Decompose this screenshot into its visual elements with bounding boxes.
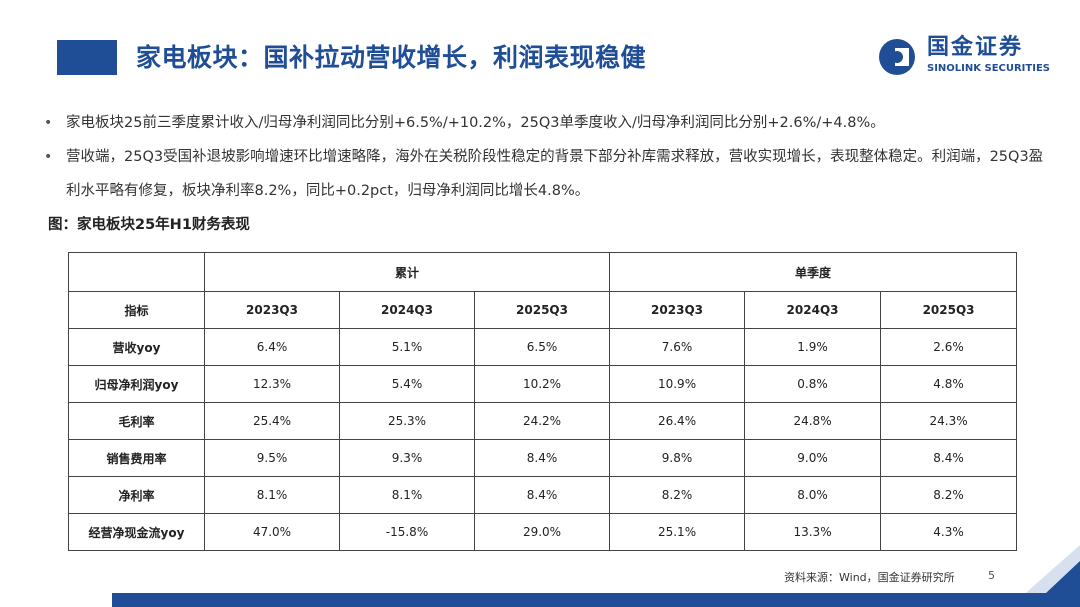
table-cell: -15.8% [339,513,475,551]
period-header: 2023Q3 [204,291,340,329]
bullet-dot-icon: • [44,149,53,165]
financial-table: 累计 单季度 指标 2023Q3 2024Q3 2025Q3 2023Q3 20… [68,252,1018,551]
table-cell: 8.4% [473,439,611,477]
logo-text-en: SINOLINK SECURITIES [927,63,1050,74]
footer-blue-band [112,561,1080,607]
table-cell: 47.0% [204,513,340,551]
page-number: 5 [988,569,995,582]
table-cell: 12.3% [204,365,340,403]
page-title: 家电板块：国补拉动营收增长，利润表现稳健 [136,43,647,72]
title-accent-bar [57,40,117,75]
table-cell: 9.3% [339,439,475,477]
row-label: 销售费用率 [68,439,205,477]
table-cell: 25.1% [609,513,746,551]
table-row: 毛利率 25.4% 25.3% 24.2% 26.4% 24.8% 24.3% [68,402,1018,440]
table-cell: 8.2% [880,476,1018,514]
table-cell: 7.6% [609,328,746,366]
table-cell: 0.8% [744,365,882,403]
table-row: 归母净利润yoy 12.3% 5.4% 10.2% 10.9% 0.8% 4.8… [68,365,1018,403]
period-header: 2025Q3 [880,291,1018,329]
table-cell: 25.3% [339,402,475,440]
logo-text-cn: 国金证券 [927,35,1024,60]
table-cell: 8.1% [339,476,475,514]
source-note: 资料来源：Wind，国金证券研究所 [784,571,955,584]
table-cell: 9.5% [204,439,340,477]
period-header: 2023Q3 [609,291,746,329]
table-corner-cell [68,252,205,292]
bullet-dot-icon: • [44,115,53,131]
table-cell: 24.3% [880,402,1018,440]
table-cell: 9.0% [744,439,882,477]
table-header-row: 指标 2023Q3 2024Q3 2025Q3 2023Q3 2024Q3 20… [68,291,1018,329]
table-cell: 6.5% [473,328,611,366]
bullet-text: 家电板块25前三季度累计收入/归母净利润同比分别+6.5%/+10.2%，25Q… [66,115,885,131]
table-row: 营收yoy 6.4% 5.1% 6.5% 7.6% 1.9% 2.6% [68,328,1018,366]
group-header-quarterly: 单季度 [609,252,1018,292]
period-header: 2024Q3 [744,291,882,329]
table-cell: 8.1% [204,476,340,514]
row-label: 归母净利润yoy [68,365,205,403]
table-cell: 5.1% [339,328,475,366]
table-group-header-row: 累计 单季度 [68,252,1018,292]
table-cell: 1.9% [744,328,882,366]
row-label: 经营净现金流yoy [68,513,205,551]
table-cell: 10.9% [609,365,746,403]
table-cell: 8.0% [744,476,882,514]
table-row: 净利率 8.1% 8.1% 8.4% 8.2% 8.0% 8.2% [68,476,1018,514]
table-cell: 24.2% [473,402,611,440]
table-cell: 13.3% [744,513,882,551]
table-cell: 25.4% [204,402,340,440]
table-cell: 5.4% [339,365,475,403]
table-cell: 26.4% [609,402,746,440]
table-cell: 4.3% [880,513,1018,551]
row-label: 毛利率 [68,402,205,440]
table-cell: 10.2% [473,365,611,403]
table-row: 销售费用率 9.5% 9.3% 8.4% 9.8% 9.0% 8.4% [68,439,1018,477]
sinolink-logo-icon [879,39,915,75]
period-header: 2025Q3 [473,291,611,329]
figure-title: 图：家电板块25年H1财务表现 [48,217,250,233]
table-cell: 8.4% [880,439,1018,477]
company-logo: 国金证券 SINOLINK SECURITIES [877,35,1067,79]
summary-bullets: • 家电板块25前三季度累计收入/归母净利润同比分别+6.5%/+10.2%，2… [40,106,1050,208]
bullet-item: • 营收端，25Q3受国补退坡影响增速环比增速略降，海外在关税阶段性稳定的背景下… [40,140,1050,208]
table-cell: 8.2% [609,476,746,514]
footer-decoration [112,545,1080,607]
period-header: 2024Q3 [339,291,475,329]
bullet-item: • 家电板块25前三季度累计收入/归母净利润同比分别+6.5%/+10.2%，2… [40,106,1050,140]
table-cell: 2.6% [880,328,1018,366]
row-label: 净利率 [68,476,205,514]
group-header-cumulative: 累计 [203,252,611,292]
metric-header: 指标 [68,291,205,329]
table-row: 经营净现金流yoy 47.0% -15.8% 29.0% 25.1% 13.3%… [68,513,1018,551]
row-label: 营收yoy [68,328,205,366]
table-cell: 9.8% [609,439,746,477]
table-cell: 6.4% [204,328,340,366]
table-cell: 8.4% [473,476,611,514]
table-cell: 4.8% [880,365,1018,403]
bullet-text: 营收端，25Q3受国补退坡影响增速环比增速略降，海外在关税阶段性稳定的背景下部分… [66,149,1044,199]
table-cell: 29.0% [473,513,611,551]
table-cell: 24.8% [744,402,882,440]
